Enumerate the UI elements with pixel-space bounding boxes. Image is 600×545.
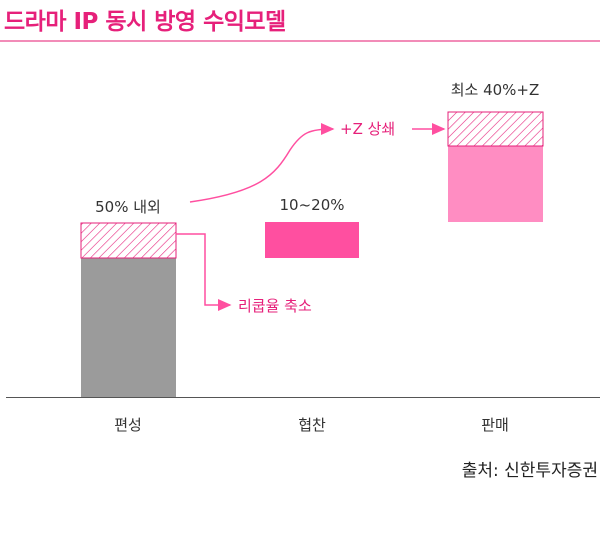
broadcast-bar xyxy=(81,258,176,397)
sponsorship-bar xyxy=(265,222,359,258)
upside-label: +Z 상쇄 xyxy=(340,120,396,138)
sales-hatch-bar xyxy=(447,111,544,147)
sales-value-label: 최소 40%+Z xyxy=(450,81,540,99)
category-label-sponsorship: 협찬 xyxy=(298,416,326,434)
sponsorship-value-label: 10~20% xyxy=(279,196,345,214)
refund-label: 리쿱율 축소 xyxy=(238,297,312,315)
source-note: 출처: 신한투자증권 xyxy=(461,461,598,481)
upside-curve-arrow xyxy=(189,123,335,203)
page-title: 드라마 IP 동시 방영 수익모델 xyxy=(4,9,286,35)
category-label-sales: 판매 xyxy=(481,416,509,434)
category-label-broadcast: 편성 xyxy=(114,416,142,434)
baseline-axis xyxy=(6,397,600,398)
sales-bar xyxy=(448,146,543,222)
broadcast-hatch-bar xyxy=(80,222,177,259)
broadcast-value-label: 50% 내외 xyxy=(95,198,161,216)
title-divider xyxy=(0,40,600,42)
refund-arrow xyxy=(176,233,232,311)
